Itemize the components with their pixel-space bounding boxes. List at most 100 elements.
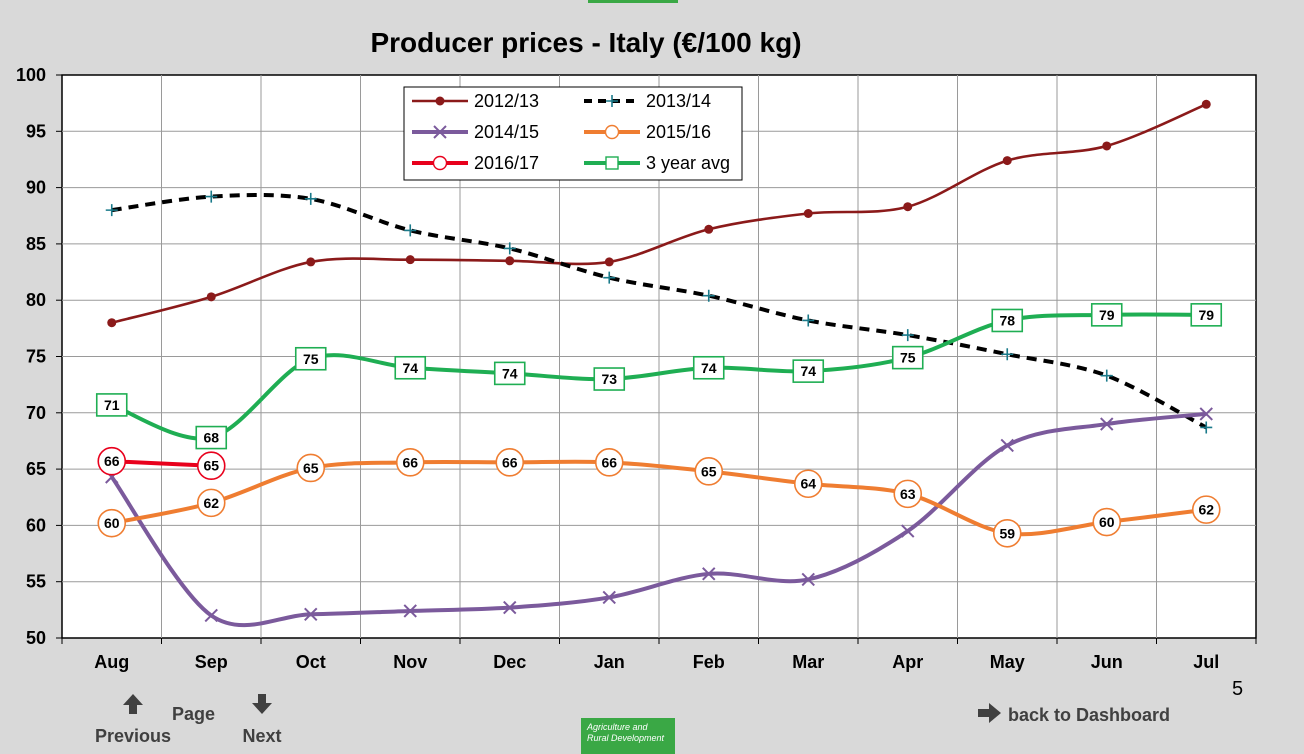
data-point [204, 608, 218, 623]
data-label: 60 [104, 515, 120, 531]
y-tick-label: 100 [16, 65, 46, 85]
data-label-box [196, 451, 226, 481]
y-tick-label: 90 [26, 178, 46, 198]
data-point [1201, 99, 1211, 109]
data-label: 71 [104, 397, 120, 413]
data-point [403, 604, 417, 618]
data-point [107, 318, 117, 328]
data-label: 62 [1198, 502, 1214, 518]
axes: 50 55 60 65 70 75 80 85 90 95 100 Aug Sep Oct Nov Dec Ja… [16, 65, 1257, 672]
data-label: 65 [303, 460, 319, 476]
previous-label: Previous [94, 726, 172, 746]
grid [62, 75, 1256, 638]
data-label-box [1092, 507, 1122, 537]
data-point [1002, 156, 1012, 166]
data-point [404, 224, 417, 237]
back-to-dashboard-link[interactable]: back to Dashboard [976, 702, 1170, 729]
previous-page-button[interactable]: Previous [92, 692, 174, 747]
next-page-button[interactable]: Next [232, 692, 292, 747]
data-label-box [692, 355, 725, 380]
x-tick-label: Jul [1193, 652, 1219, 672]
x-tick-label: Dec [493, 652, 526, 672]
data-label: 74 [402, 360, 418, 376]
data-label: 66 [104, 453, 120, 469]
data-label-box [1090, 303, 1123, 327]
data-point [702, 567, 716, 581]
data-point [433, 125, 447, 139]
y-tick-label: 70 [26, 403, 46, 423]
top-tab-marker [588, 0, 678, 3]
data-point [1200, 421, 1213, 434]
data-point [1100, 369, 1113, 382]
data-label: 75 [900, 350, 916, 366]
arrow-down-icon [232, 692, 292, 718]
arrow-right-icon [976, 702, 1002, 729]
y-tick-label: 75 [26, 347, 46, 367]
data-label: 66 [502, 454, 518, 470]
x-tick-label: Jun [1091, 652, 1123, 672]
data-label: 60 [1099, 514, 1115, 530]
arrow-up-icon [92, 692, 174, 718]
legend-marker [605, 156, 619, 170]
data-point [206, 292, 216, 302]
dashboard-label: back to Dashboard [1008, 705, 1171, 725]
legend-label: 2012/13 [474, 91, 539, 111]
data-label: 73 [601, 371, 617, 387]
data-point [606, 95, 618, 107]
data-label-box [992, 518, 1022, 548]
data-label: 75 [303, 351, 319, 367]
data-label: 74 [800, 363, 816, 379]
legend-label: 2016/17 [474, 153, 539, 173]
line-chart: Producer prices - Italy (€/100 kg) 50 55 6… [16, 27, 1257, 672]
data-label: 64 [800, 476, 816, 492]
data-label: 68 [203, 430, 219, 446]
data-label: 59 [999, 525, 1015, 541]
data-point [304, 607, 318, 622]
data-label-box [296, 453, 326, 483]
next-label: Next [242, 726, 282, 746]
data-label-box [891, 345, 924, 370]
page-label: Page [172, 704, 216, 724]
legend-label: 2013/14 [646, 91, 711, 111]
data-label-box [1191, 495, 1221, 524]
data-point [503, 242, 516, 255]
data-point [1001, 348, 1014, 361]
data-point [405, 255, 415, 265]
data-label-box [495, 448, 525, 477]
data-label-box [294, 346, 327, 371]
x-tick-label: Aug [94, 652, 129, 672]
data-point [1100, 417, 1114, 431]
series-line [111, 193, 1208, 430]
legend: 2012/13 2013/14 2014/15 2015/16 2016/17 3 yea… [403, 86, 743, 181]
data-label-box [394, 355, 427, 380]
legend-label: 2014/15 [474, 122, 539, 142]
data-point [603, 271, 616, 284]
data-label: 66 [601, 454, 617, 470]
data-label: 65 [701, 463, 717, 479]
x-tick-label: Feb [693, 652, 725, 672]
series-layer [105, 99, 1213, 628]
data-label-box [97, 446, 127, 476]
data-label: 79 [1198, 307, 1214, 323]
data-label: 74 [701, 360, 717, 376]
x-tick-label: Nov [393, 652, 427, 672]
data-point [901, 524, 915, 538]
y-tick-label: 65 [26, 459, 46, 479]
series-line [111, 103, 1207, 324]
page-number: 5 [1232, 678, 1244, 700]
series-line [111, 459, 1207, 537]
data-point [304, 192, 317, 205]
legend-marker [432, 155, 448, 171]
data-label-box [97, 508, 127, 538]
data-label-box [395, 448, 425, 477]
legend-label: 2015/16 [646, 122, 711, 142]
data-point [602, 590, 616, 605]
data-label: 66 [402, 454, 418, 470]
x-tick-label: Mar [792, 652, 824, 672]
data-label-box [594, 448, 624, 477]
data-point [205, 190, 218, 203]
data-point [604, 257, 614, 267]
y-tick-label: 60 [26, 515, 46, 535]
data-point [1000, 438, 1014, 453]
data-label: 78 [999, 312, 1015, 328]
